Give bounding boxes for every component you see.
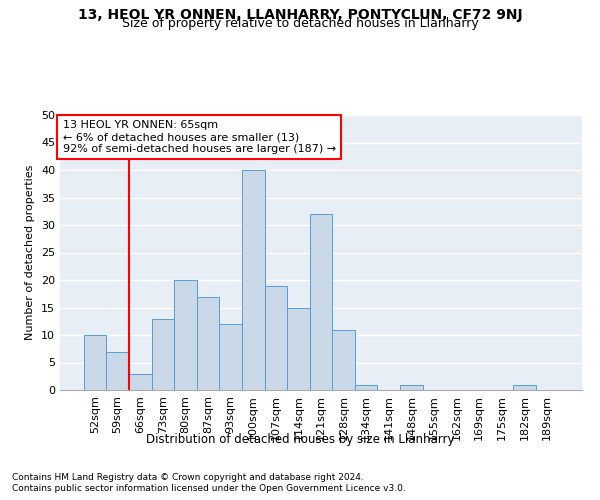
Text: 13 HEOL YR ONNEN: 65sqm
← 6% of detached houses are smaller (13)
92% of semi-det: 13 HEOL YR ONNEN: 65sqm ← 6% of detached…: [62, 120, 336, 154]
Text: Distribution of detached houses by size in Llanharry: Distribution of detached houses by size …: [146, 432, 454, 446]
Y-axis label: Number of detached properties: Number of detached properties: [25, 165, 35, 340]
Bar: [355, 384, 377, 390]
Bar: [106, 352, 129, 390]
Bar: [174, 280, 197, 390]
Bar: [242, 170, 265, 390]
Bar: [84, 335, 106, 390]
Bar: [152, 318, 174, 390]
Text: Contains HM Land Registry data © Crown copyright and database right 2024.: Contains HM Land Registry data © Crown c…: [12, 472, 364, 482]
Bar: [287, 308, 310, 390]
Bar: [220, 324, 242, 390]
Bar: [129, 374, 152, 390]
Text: Size of property relative to detached houses in Llanharry: Size of property relative to detached ho…: [122, 18, 478, 30]
Bar: [310, 214, 332, 390]
Bar: [197, 296, 220, 390]
Text: Contains public sector information licensed under the Open Government Licence v3: Contains public sector information licen…: [12, 484, 406, 493]
Bar: [400, 384, 422, 390]
Bar: [265, 286, 287, 390]
Text: 13, HEOL YR ONNEN, LLANHARRY, PONTYCLUN, CF72 9NJ: 13, HEOL YR ONNEN, LLANHARRY, PONTYCLUN,…: [77, 8, 523, 22]
Bar: [332, 330, 355, 390]
Bar: [513, 384, 536, 390]
